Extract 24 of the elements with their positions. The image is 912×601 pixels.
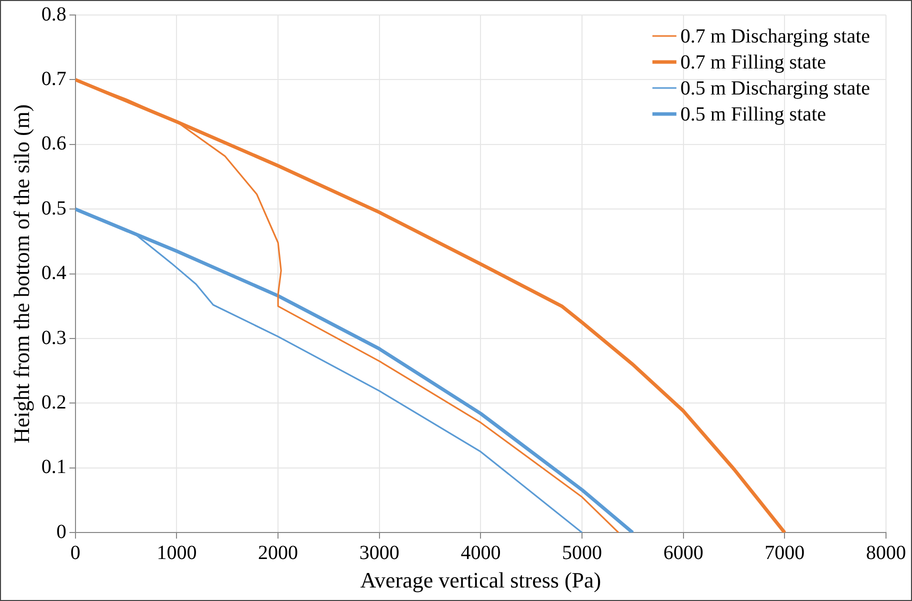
y-tick-label: 0.2 bbox=[41, 391, 66, 414]
legend-label: 0.5 m Filling state bbox=[680, 103, 826, 126]
legend-label: 0.5 m Discharging state bbox=[680, 77, 870, 100]
y-tick-label: 0.1 bbox=[41, 456, 66, 478]
x-tick-label: 4000 bbox=[460, 542, 501, 564]
y-tick-label: 0.5 bbox=[41, 197, 66, 220]
x-tick-label: 8000 bbox=[866, 542, 906, 564]
y-tick-label: 0.8 bbox=[41, 3, 66, 26]
y-tick-label: 0.7 bbox=[41, 68, 66, 90]
y-tick-label: 0.3 bbox=[41, 326, 66, 349]
x-tick-label: 3000 bbox=[359, 542, 400, 564]
x-tick-label: 5000 bbox=[562, 542, 602, 564]
x-tick-label: 2000 bbox=[258, 542, 298, 564]
y-axis-title: Height from the bottom of the silo (m) bbox=[8, 104, 34, 444]
x-tick-label: 7000 bbox=[764, 542, 805, 564]
x-axis-title: Average vertical stress (Pa) bbox=[360, 568, 602, 593]
x-tick-label: 1000 bbox=[156, 542, 197, 564]
legend-label: 0.7 m Discharging state bbox=[680, 25, 870, 48]
y-tick-label: 0.4 bbox=[41, 262, 66, 284]
y-tick-label: 0 bbox=[56, 520, 66, 543]
x-tick-label: 6000 bbox=[663, 542, 704, 564]
y-tick-label: 0.6 bbox=[41, 132, 66, 155]
legend-label: 0.7 m Filling state bbox=[680, 51, 826, 74]
x-tick-label: 0 bbox=[70, 542, 80, 564]
